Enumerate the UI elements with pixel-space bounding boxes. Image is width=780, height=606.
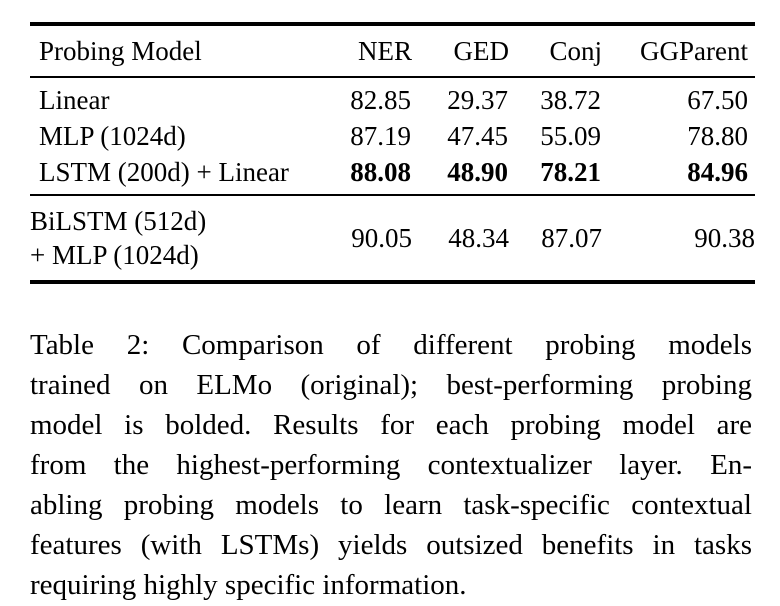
model-cell: LSTM (200d) + Linear bbox=[39, 157, 289, 187]
caption-line: requiring highly specific information. bbox=[30, 569, 467, 601]
value-cell: 87.07 bbox=[541, 223, 602, 253]
value-cell: 55.09 bbox=[540, 121, 601, 151]
table-row-lstm-linear: LSTM (200d) + Linear 88.08 48.90 78.21 8… bbox=[30, 154, 755, 195]
value-cell: 29.37 bbox=[447, 85, 508, 115]
model-cell: BiLSTM (512d) + MLP (1024d) bbox=[30, 195, 322, 282]
column-header-ged: GED bbox=[412, 24, 509, 78]
model-line-2: + MLP (1024d) bbox=[30, 240, 199, 270]
table-header-row: Probing Model NER GED Conj GGParent bbox=[30, 24, 755, 78]
value-cell: 88.08 bbox=[350, 157, 411, 187]
value-cell: 90.38 bbox=[694, 223, 755, 253]
table-row-bilstm-mlp: BiLSTM (512d) + MLP (1024d) 90.05 48.34 … bbox=[30, 195, 755, 282]
value-cell: 78.80 bbox=[687, 121, 748, 151]
value-cell: 47.45 bbox=[447, 121, 508, 151]
value-cell: 87.19 bbox=[350, 121, 411, 151]
value-cell: 48.90 bbox=[447, 157, 508, 187]
column-header-ner: NER bbox=[322, 24, 412, 78]
value-cell: 48.34 bbox=[448, 223, 509, 253]
column-header-probing-model: Probing Model bbox=[30, 24, 322, 78]
value-cell: 82.85 bbox=[350, 85, 411, 115]
table-caption: Table 2: Comparison of different probing… bbox=[30, 325, 752, 605]
table-row-linear: Linear 82.85 29.37 38.72 67.50 bbox=[30, 77, 755, 118]
caption-line: trained on ELMo (original); best-perform… bbox=[30, 369, 752, 401]
model-cell: Linear bbox=[39, 85, 110, 115]
caption-line: features (with LSTMs) yields outsized be… bbox=[30, 529, 752, 561]
caption-line: Table 2: Comparison of different probing… bbox=[30, 329, 752, 361]
caption-line: abling probing models to learn task-spec… bbox=[30, 489, 752, 521]
caption-line: from the highest-performing contextualiz… bbox=[30, 449, 752, 481]
column-header-conj: Conj bbox=[509, 24, 602, 78]
value-cell: 38.72 bbox=[540, 85, 601, 115]
model-cell: MLP (1024d) bbox=[39, 121, 186, 151]
results-table: Probing Model NER GED Conj GGParent Line… bbox=[30, 22, 755, 284]
column-header-ggparent: GGParent bbox=[602, 24, 755, 78]
table-row-mlp: MLP (1024d) 87.19 47.45 55.09 78.80 bbox=[30, 118, 755, 154]
value-cell: 67.50 bbox=[687, 85, 748, 115]
model-line-1: BiLSTM (512d) bbox=[30, 206, 207, 236]
value-cell: 84.96 bbox=[687, 157, 748, 187]
value-cell: 90.05 bbox=[351, 223, 412, 253]
caption-line: model is bolded. Results for each probin… bbox=[30, 409, 752, 441]
value-cell: 78.21 bbox=[540, 157, 601, 187]
